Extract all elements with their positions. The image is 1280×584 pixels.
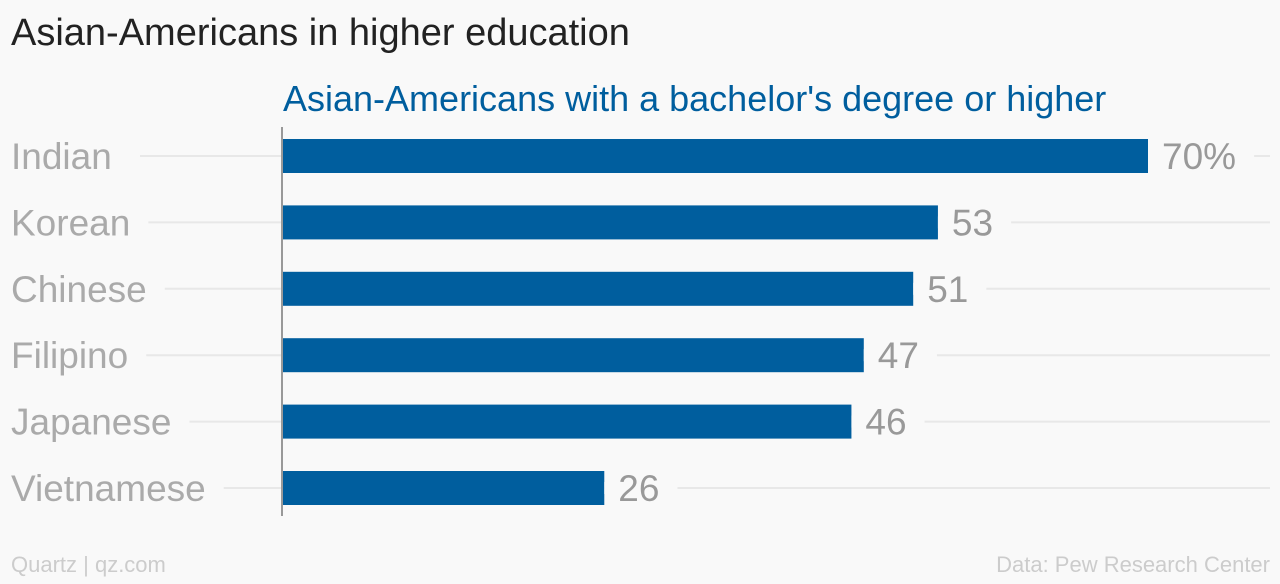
label-background [0,482,224,494]
bars: Indian 70% Korean 53 Chinese 51 Filipino 47 Japa… [0,136,1255,509]
chart-title: Asian-Americans in higher education [11,12,630,54]
label-background [0,282,165,295]
bar [283,271,914,306]
value-label: 46 [865,402,906,443]
bar [283,205,938,240]
value-label: 26 [618,468,659,509]
value-label: 70% [1162,136,1236,177]
bar [283,338,864,373]
label-background [604,482,678,494]
label-background [863,349,937,362]
category-label: Japanese [11,402,171,443]
category-label: Indian [11,136,112,177]
label-background [851,415,925,428]
footer-credit: Data: Pew Research Center [996,552,1270,577]
label-background [1148,150,1255,162]
category-label: Vietnamese [11,468,206,509]
label-background [0,349,147,362]
category-label: Filipino [11,335,128,376]
category-label: Korean [11,202,130,243]
bar [283,404,852,439]
label-background [0,216,149,229]
footer-source: Quartz | qz.com [11,552,166,577]
bar [283,139,1148,173]
label-background [913,282,987,295]
label-background [937,216,1012,229]
bar [283,471,605,505]
category-label: Chinese [11,269,147,310]
value-label: 53 [952,202,993,243]
value-label: 47 [878,335,919,376]
value-label: 51 [927,269,968,310]
label-background [0,150,130,162]
series-label: Asian-Americans with a bachelor's degree… [283,78,1106,119]
label-background [0,415,190,428]
